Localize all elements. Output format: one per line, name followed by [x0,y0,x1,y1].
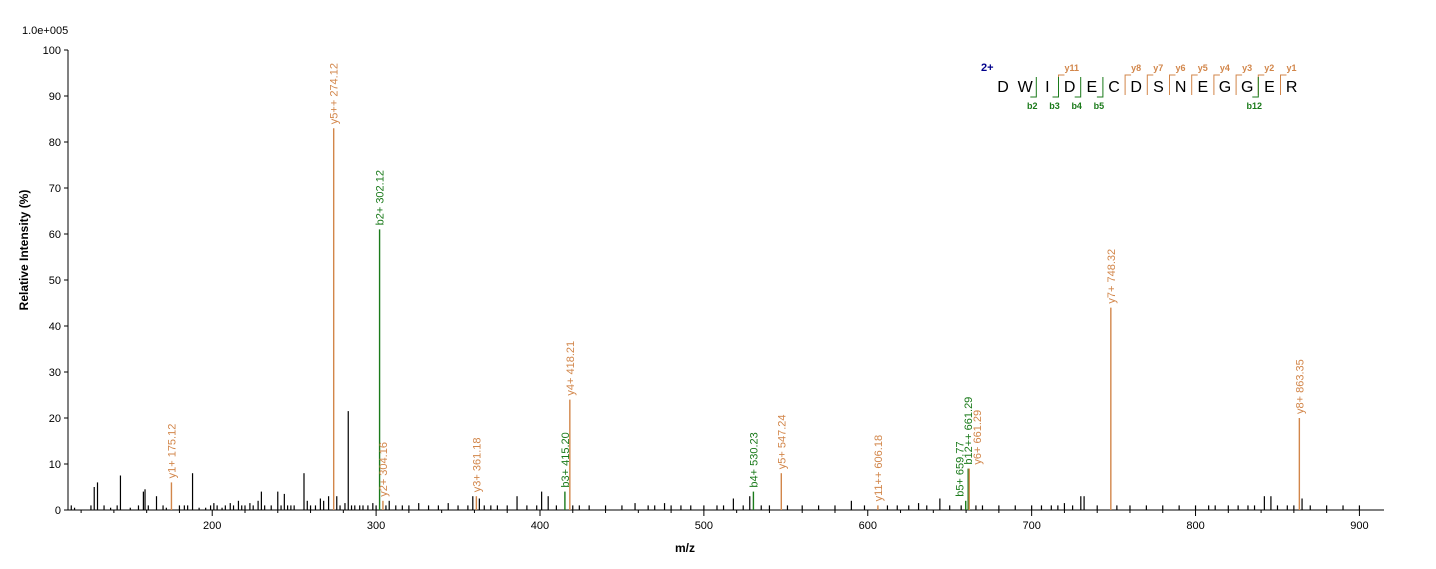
precursor-charge-label: 2+ [981,62,994,74]
y-tick-label: 50 [49,275,61,287]
peaks [70,128,1361,510]
y-ion-marker [1191,74,1198,95]
sequence-residue: E [1197,79,1208,96]
x-tick-label: 200 [203,520,221,532]
b-ion-marker [1052,77,1059,98]
peak-label: y2+ 304.16 [378,442,390,497]
sequence-residue: D [1130,79,1142,96]
y-ion-label: y5 [1198,63,1208,73]
y-tick-label: 20 [49,413,61,425]
peak-labels: y1+ 175.12 y5++ 274.12 b2+ 302.12 y2+ 304.1… [166,63,1306,501]
sequence-residue: D [1064,79,1076,96]
peak-label: b2+ 302.12 [375,170,387,225]
y-ion-marker [1169,74,1176,95]
intensity-scale-label: 1.0e+005 [22,25,68,37]
sequence-residue: E [1264,79,1275,96]
y-tick-label: 80 [49,137,61,149]
y-ion-label: y2 [1264,63,1274,73]
y-ion-marker [1280,74,1287,95]
peak-label: b4+ 530.23 [748,432,760,487]
peak-label: b3+ 415.20 [560,432,572,487]
peak-label: y3+ 361.18 [471,437,483,492]
b-ion-marker [1252,77,1259,98]
x-tick-label: 600 [859,520,877,532]
y-ion-label: y4 [1220,63,1230,73]
peak-label: b12++ 661.29 [963,397,975,465]
peak-label: y4+ 418.21 [565,341,577,396]
sequence-residue: W [1018,79,1034,96]
peak-label: y5+ 547.24 [776,414,788,469]
b-ion-marker [1074,77,1082,98]
x-tick-label: 700 [1022,520,1040,532]
y-ion-marker [1213,74,1220,95]
sequence-residue: R [1286,79,1298,96]
y-tick-label: 100 [43,45,61,57]
sequence-residue: I [1045,79,1049,96]
sequence-residue: D [997,79,1009,96]
y-tick-label: 40 [49,321,61,333]
y-tick-label: 90 [49,91,61,103]
x-tick-label: 500 [695,520,713,532]
b-ion-label: b2 [1027,101,1038,111]
y-ion-label: y3 [1242,63,1252,73]
sequence-residue: C [1108,79,1120,96]
peak-label: y11++ 606.18 [873,435,885,501]
y-tick-label: 30 [49,367,61,379]
y-ion-label: y11 [1065,63,1080,73]
y-ion-marker [1146,74,1154,95]
x-tick-label: 900 [1350,520,1368,532]
peak-label: y8+ 863.35 [1294,359,1306,414]
b-ion-label: b3 [1049,101,1060,111]
peak-label: b5+ 659.77 [955,441,967,496]
peak-label: y1+ 175.12 [166,424,178,479]
x-axis-title: m/z [675,541,695,555]
axes: 0 10 20 30 40 50 60 70 80 90 100 200 300 400 500 600 700… [43,45,1384,532]
b-ion-label: b12 [1247,101,1263,111]
y-ion-label: y7 [1153,63,1163,73]
peak-label: y5++ 274.12 [329,63,341,124]
sequence-residue: N [1175,79,1187,96]
x-tick-label: 400 [531,520,549,532]
sequence-residue: G [1219,79,1231,96]
peak-label: y7+ 748.32 [1106,249,1118,304]
y-tick-label: 0 [55,505,61,517]
sequence-residue: S [1153,79,1164,96]
x-tick-label: 300 [367,520,385,532]
x-tick-label: 800 [1186,520,1204,532]
y-axis-title: Relative Intensity (%) [17,190,31,311]
y-ion-marker [1124,74,1132,95]
y-ion-marker [1235,74,1243,95]
b-ion-marker [1030,77,1037,98]
b-ion-marker [1096,77,1104,98]
y-ion-label: y6 [1176,63,1186,73]
y-tick-label: 10 [49,459,61,471]
y-tick-label: 70 [49,183,61,195]
peak-label: y6+ 661.29 [972,410,984,465]
y-tick-label: 60 [49,229,61,241]
sequence-residue: E [1086,79,1097,96]
sequence-residue: G [1241,79,1253,96]
y-ion-label: y1 [1287,63,1297,73]
b-ion-label: b5 [1094,101,1105,111]
y-ion-label: y8 [1131,63,1141,73]
b-ion-label: b4 [1071,101,1082,111]
